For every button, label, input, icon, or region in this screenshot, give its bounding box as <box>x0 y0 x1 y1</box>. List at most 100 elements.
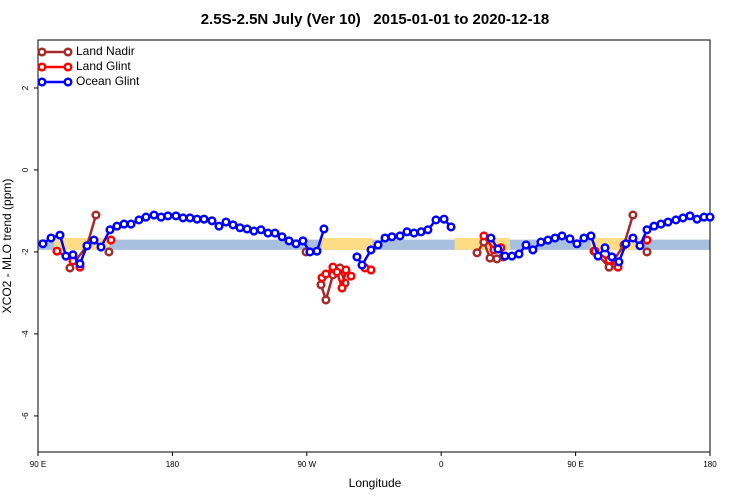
point <box>373 240 383 250</box>
legend-marker <box>37 62 47 72</box>
point <box>387 232 397 242</box>
point <box>705 212 715 222</box>
point <box>178 213 188 223</box>
point <box>649 221 659 231</box>
point <box>242 224 252 234</box>
point <box>270 228 280 238</box>
legend-marker <box>37 77 47 87</box>
point <box>380 233 390 243</box>
point <box>75 259 85 269</box>
point <box>572 239 582 249</box>
point <box>96 242 106 252</box>
x-tick-label: 90 E <box>567 460 583 469</box>
point <box>621 239 631 249</box>
point <box>149 210 159 220</box>
point <box>105 225 115 235</box>
point <box>607 252 617 262</box>
point <box>256 225 266 235</box>
point <box>38 239 48 249</box>
point <box>228 220 238 230</box>
point <box>312 246 322 256</box>
point <box>319 224 329 234</box>
point <box>284 236 294 246</box>
point <box>366 265 376 275</box>
point <box>316 280 326 290</box>
point <box>500 251 510 261</box>
point <box>565 234 575 244</box>
point <box>263 228 273 238</box>
point <box>439 214 449 224</box>
point <box>199 214 209 224</box>
y-tick-label: 2 <box>21 85 30 90</box>
point <box>671 215 681 225</box>
point <box>395 231 405 241</box>
point <box>409 228 419 238</box>
point <box>635 241 645 251</box>
point <box>332 267 342 277</box>
y-tick-label: -2 <box>21 248 30 256</box>
point <box>366 245 376 255</box>
y-tick-label: -6 <box>21 412 30 420</box>
point <box>402 227 412 237</box>
point <box>614 257 624 267</box>
point <box>593 251 603 261</box>
point <box>663 217 673 227</box>
point <box>163 211 173 221</box>
point <box>171 211 181 221</box>
legend-marker <box>37 47 47 57</box>
point <box>352 252 362 262</box>
point <box>486 233 496 243</box>
point <box>112 221 122 231</box>
point <box>214 221 224 231</box>
x-tick-label: 180 <box>703 460 717 469</box>
legend-label: Land Glint <box>76 59 131 73</box>
point <box>416 227 426 237</box>
point <box>536 237 546 247</box>
point <box>586 231 596 241</box>
point <box>642 225 652 235</box>
point <box>507 251 517 261</box>
point <box>305 247 315 257</box>
point <box>656 219 666 229</box>
point <box>141 212 151 222</box>
y-tick-label: 0 <box>21 167 30 172</box>
point <box>341 265 351 275</box>
y-axis-label: XCO2 - MLO trend (ppm) <box>0 179 14 314</box>
point <box>277 232 287 242</box>
point <box>321 295 331 305</box>
point <box>446 222 456 232</box>
point <box>82 241 92 251</box>
x-tick-label: 90 E <box>30 460 46 469</box>
point <box>579 233 589 243</box>
legend-label: Land Nadir <box>76 44 135 58</box>
point <box>119 219 129 229</box>
x-axis-label: Longitude <box>349 476 402 490</box>
point <box>235 223 245 233</box>
point <box>472 248 482 258</box>
point <box>357 260 367 270</box>
x-tick-label: 90 W <box>297 460 316 469</box>
point <box>185 213 195 223</box>
point <box>249 226 259 236</box>
point <box>221 217 231 227</box>
band <box>321 238 373 250</box>
point <box>628 233 638 243</box>
point <box>692 214 702 224</box>
chart-title: 2.5S-2.5N July (Ver 10) 2015-01-01 to 20… <box>201 11 550 28</box>
point <box>493 244 503 254</box>
legend-marker <box>63 77 73 87</box>
point <box>104 247 114 257</box>
point <box>557 231 567 241</box>
point <box>431 215 441 225</box>
legend-label: Ocean Glint <box>76 74 140 88</box>
point <box>68 250 78 260</box>
point <box>628 210 638 220</box>
x-tick-label: 180 <box>166 460 180 469</box>
point <box>89 235 99 245</box>
point <box>604 262 614 272</box>
point <box>337 283 347 293</box>
legend-marker <box>63 62 73 72</box>
point <box>65 263 75 273</box>
legend-marker <box>63 47 73 57</box>
point <box>600 243 610 253</box>
